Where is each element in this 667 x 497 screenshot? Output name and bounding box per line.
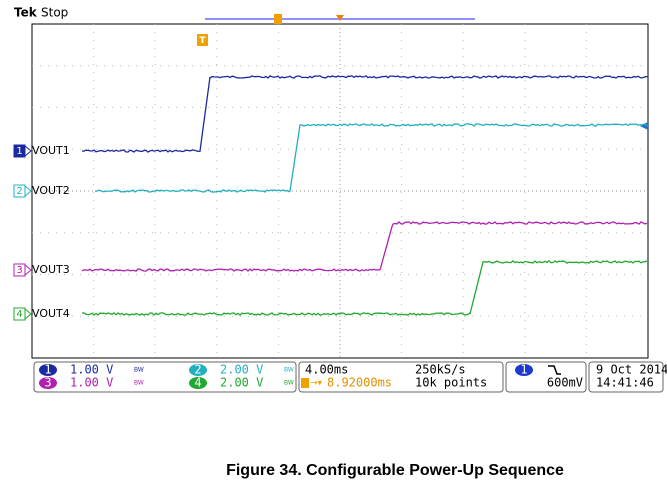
- channel-pointer: [24, 185, 32, 197]
- channel-marker: [13, 184, 26, 198]
- timebase: 4.00ms: [305, 363, 348, 377]
- channel-icon-number: 4: [194, 376, 201, 390]
- waveform: [95, 123, 649, 193]
- bw-limit: BW: [134, 380, 144, 387]
- bw-limit: BW: [284, 380, 294, 387]
- channel-icon: [39, 364, 57, 376]
- channel-icon: [189, 377, 207, 389]
- channel-number: 1: [16, 146, 22, 157]
- record-trigger-marker: [274, 14, 282, 24]
- channel-marker: [13, 263, 26, 277]
- channel-icon-number: 2: [194, 363, 201, 377]
- channel-pointer: [24, 264, 32, 276]
- time: 14:41:46: [596, 376, 654, 390]
- status-bar: 4.00ms 250kS/s →▾ 8.92000ms 10k points 1…: [33, 361, 667, 393]
- sample-rate: 250kS/s: [415, 363, 466, 377]
- trigger-channel: 1: [520, 363, 527, 377]
- trigger-level: 600mV: [547, 376, 583, 390]
- channel-pointer: [24, 145, 32, 157]
- trigpos-arrow: →▾: [310, 379, 323, 389]
- channel-number: 2: [16, 186, 22, 197]
- channel-label: VOUT4: [32, 307, 70, 320]
- channel-scale: 1.00 V: [70, 376, 113, 390]
- channel-icon-number: 1: [44, 363, 51, 377]
- time-box: [588, 361, 664, 393]
- channel-label: VOUT1: [32, 144, 70, 157]
- channel-pointer: [24, 308, 32, 320]
- trigger-position: 8.92000ms: [327, 376, 392, 390]
- channel-scale: 1.00 V: [70, 363, 113, 377]
- trigger-icon-glyph: T: [199, 36, 206, 46]
- graticule: [32, 24, 648, 358]
- record-length: 10k points: [415, 376, 487, 390]
- waveform: [81, 221, 648, 272]
- channel-number: 4: [16, 309, 22, 320]
- trigpos-icon: [301, 378, 309, 388]
- trigger-slope: [548, 365, 561, 375]
- channel-icon-number: 3: [44, 376, 51, 390]
- trigger-position-icon: [197, 34, 208, 46]
- run-status: Stop: [41, 6, 68, 20]
- trigger-level-marker: [640, 122, 648, 130]
- channel-label: VOUT2: [32, 184, 70, 197]
- channel-icon: [39, 377, 57, 389]
- trigger-channel-icon: [515, 364, 533, 376]
- acq-box: [298, 361, 504, 393]
- channel-labels: 1 VOUT1 2 VOUT2 3 VOUT3 4 VOUT4: [13, 144, 70, 321]
- channel-marker: [13, 307, 26, 321]
- brand: Tek: [14, 6, 38, 20]
- channel-box: [33, 361, 297, 393]
- channel-scale: 2.00 V: [220, 363, 263, 377]
- date: 9 Oct 2014: [596, 363, 667, 377]
- caption: Figure 34. Configurable Power-Up Sequenc…: [226, 462, 564, 479]
- waveform: [81, 260, 648, 316]
- channel-icon: [189, 364, 207, 376]
- trigger-arrow: [336, 15, 344, 21]
- bw-limit: BW: [284, 367, 294, 374]
- channel-number: 3: [16, 265, 22, 276]
- bw-limit: BW: [134, 367, 144, 374]
- channel-scale: 2.00 V: [220, 376, 263, 390]
- channel-marker: [13, 144, 26, 158]
- channel-label: VOUT3: [32, 263, 70, 276]
- waveform: [81, 75, 648, 153]
- traces: [81, 75, 649, 316]
